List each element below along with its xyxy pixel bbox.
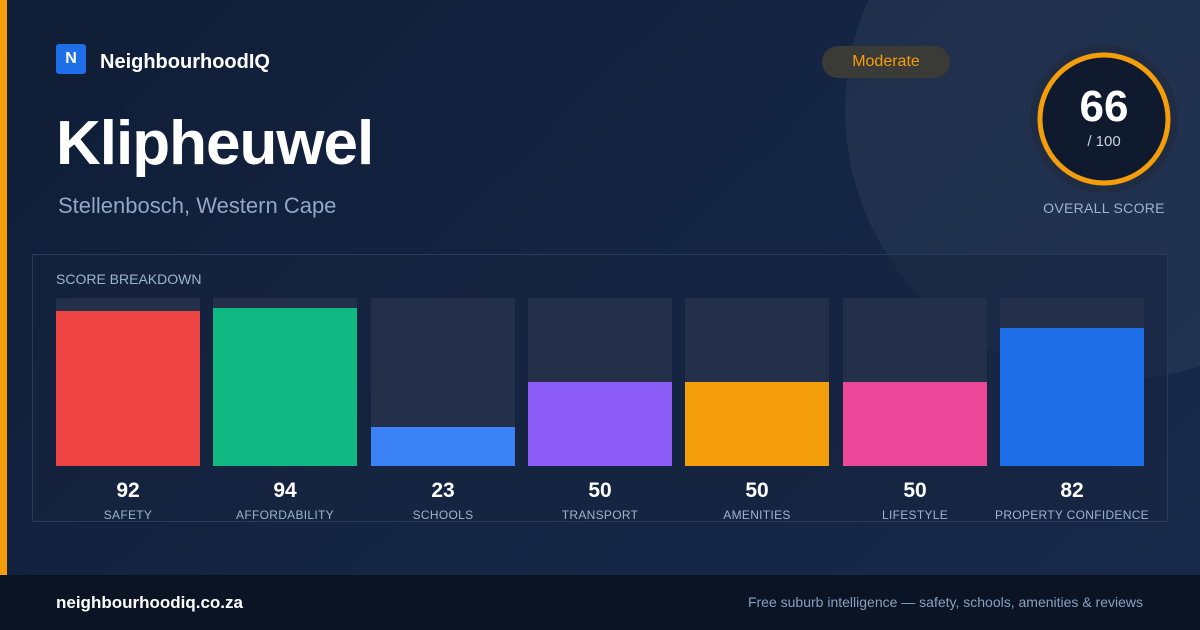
footer-site-link[interactable]: neighbourhoodiq.co.za [56,593,243,612]
score-breakdown-panel [32,254,1168,522]
suburb-location: Stellenbosch, Western Cape [58,193,337,218]
overall-score-max: / 100 [1087,133,1121,150]
footer: neighbourhoodiq.co.za Free suburb intell… [0,575,1200,630]
rating-badge: Moderate [822,46,950,78]
accent-strip [0,0,7,575]
brand[interactable]: N NeighbourhoodIQ [56,44,270,78]
score-ring-graphic [1030,45,1178,193]
brand-name: NeighbourhoodIQ [100,50,270,73]
overall-score-value: 66 [1079,82,1129,131]
hero-panel: N NeighbourhoodIQ Klipheuwel Stellenbosc… [0,0,1200,575]
footer-tagline: Free suburb intelligence — safety, schoo… [747,594,1143,610]
overall-score-label: OVERALL SCORE [1043,200,1165,216]
score-breakdown-title: SCORE BREAKDOWN [56,271,202,287]
overall-score-ring: 66 / 100 [1030,45,1178,193]
suburb-title: Klipheuwel [56,109,374,178]
brand-logo-icon: N [56,44,86,74]
score-ring-arc [1037,52,1171,186]
